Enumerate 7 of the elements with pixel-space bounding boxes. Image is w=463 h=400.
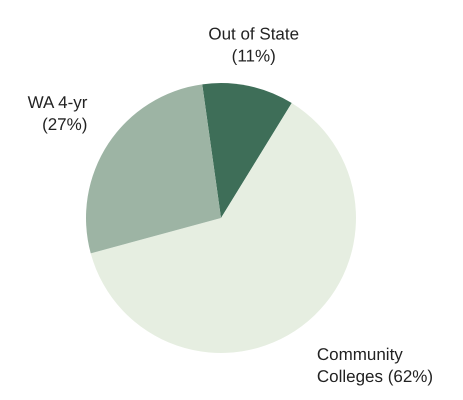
slice-label: Community Colleges (62%) xyxy=(316,345,434,386)
pie-slice xyxy=(202,83,292,218)
data-label: (11%) xyxy=(232,46,276,66)
slice-label: WA 4-yr xyxy=(28,92,88,112)
data-label: (27%) xyxy=(42,114,88,134)
slice-label: Out of State xyxy=(208,24,300,44)
pie-slice xyxy=(86,84,221,254)
